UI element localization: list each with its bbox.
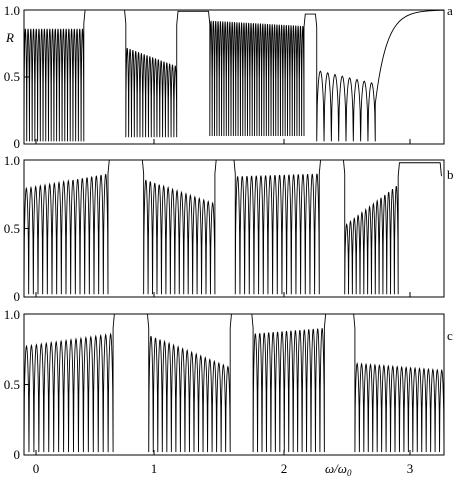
- panel-b-label: b: [447, 167, 454, 182]
- panel-a-label: a: [447, 3, 453, 18]
- panel-c-ytick-0: 0: [14, 447, 21, 462]
- panel-c-label: c: [447, 328, 453, 343]
- x-tick-label-2: 2: [281, 461, 288, 476]
- panel-b-ytick-0: 0: [14, 289, 21, 304]
- panel-c-ytick-05: 0.5: [4, 377, 20, 392]
- panel-b-frame: [23, 159, 445, 298]
- panel-b-ytick-05: 0.5: [4, 221, 20, 236]
- x-tick-label-3: 3: [407, 461, 414, 476]
- panel-b-ytick-1: 1.0: [4, 153, 20, 168]
- panel-a: 1.0 0.5 0 R a: [4, 3, 453, 151]
- x-tick-label-1: 1: [151, 461, 158, 476]
- x-axis-label: ω/ω0: [325, 461, 352, 478]
- x-axis-label-sub: 0: [347, 468, 352, 478]
- panel-c-ytick-1: 1.0: [4, 307, 20, 322]
- panel-a-ytick-0: 0: [14, 136, 21, 151]
- panel-b-curve: [23, 159, 442, 295]
- panel-b: 1.0 0.5 0 b: [4, 153, 454, 304]
- panel-c-curve: [23, 313, 445, 453]
- panel-c-ticks: [24, 313, 411, 456]
- x-tick-label-0: 0: [33, 461, 40, 476]
- panel-a-ytick-05: 0.5: [4, 69, 20, 84]
- x-axis-label-main: ω/ω: [325, 461, 347, 476]
- panel-a-ticks: [24, 9, 411, 145]
- panel-c: 1.0 0.5 0 c: [4, 307, 453, 462]
- panel-a-ytick-1: 1.0: [4, 3, 20, 18]
- panel-a-curve: [23, 9, 445, 142]
- panel-a-ylabel: R: [5, 30, 14, 45]
